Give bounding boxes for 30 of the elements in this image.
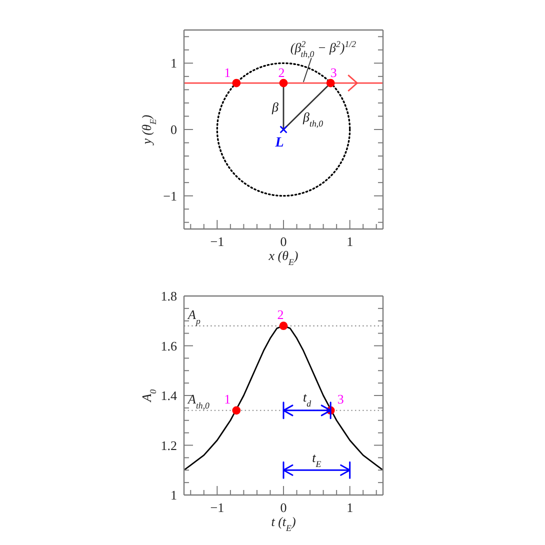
y-tick-label: 1 — [170, 488, 177, 502]
x-tick-label: 0 — [280, 500, 287, 515]
series-label: β — [271, 99, 280, 114]
x-tick-label: −1 — [210, 234, 224, 249]
y-tick-label: 1.6 — [160, 338, 178, 354]
series-label: β$_{th,0}$ — [302, 109, 324, 128]
y-tick-label: −1 — [163, 188, 177, 204]
x-tick-label: −1 — [210, 500, 224, 515]
y-tick-label: 1.8 — [160, 288, 177, 304]
ref-line-label: A$_{p}$ — [187, 306, 201, 326]
series-label: L — [274, 136, 284, 150]
y-tick-label: 1.4 — [160, 388, 178, 403]
y-tick-label: 1 — [170, 56, 177, 71]
x-tick-label: 0 — [280, 234, 287, 249]
annotation: 2 — [277, 306, 284, 322]
x-tick-label: 1 — [346, 500, 354, 515]
y-tick-label: 1.2 — [160, 438, 177, 453]
annotation: 1 — [224, 391, 231, 406]
y-tick-label: 0 — [170, 122, 177, 137]
annotation: 2 — [278, 65, 285, 80]
annotation: (β$^{2}$$_{th,0}$ − β$^{2}$)$^{1/2}$ — [290, 39, 357, 60]
annotation: t$_{d}$ — [303, 389, 312, 408]
annotation: t$_{E}$ — [312, 450, 322, 470]
x-tick-label: 1 — [346, 234, 354, 249]
x-axis-title: x (θ$_{E}$) — [268, 248, 298, 267]
annotation: 3 — [330, 65, 337, 80]
x-axis-title: t (t$_{E}$) — [271, 514, 296, 533]
annotation: 3 — [337, 391, 344, 406]
annotation: 1 — [224, 65, 231, 80]
ref-line-label: A$_{th,0}$ — [187, 391, 210, 410]
